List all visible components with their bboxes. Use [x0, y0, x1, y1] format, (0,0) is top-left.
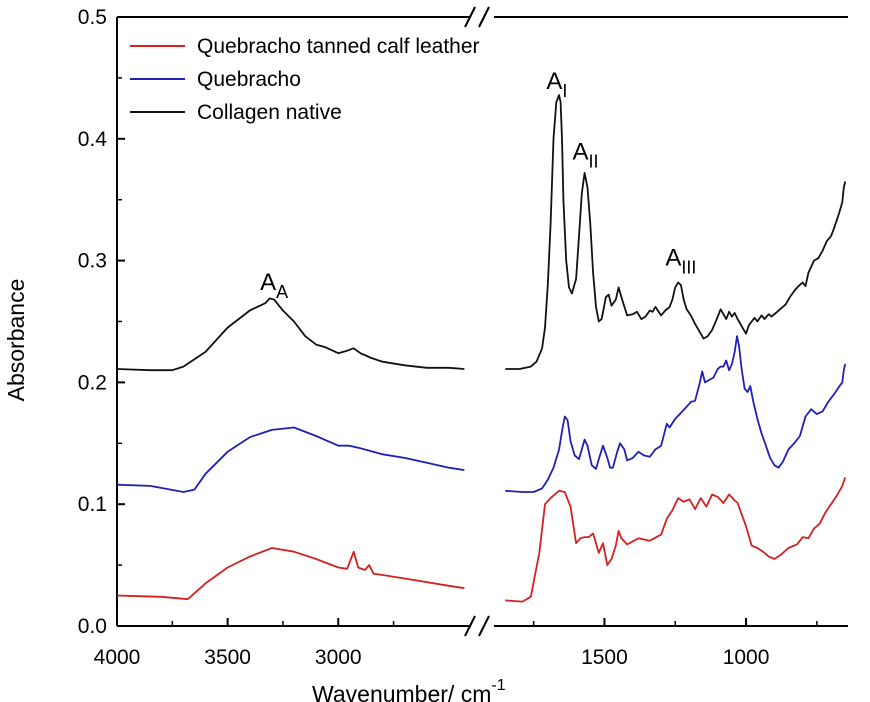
x-axis-title: Wavenumber/ cm-1 — [312, 677, 506, 702]
peak-label: AII — [572, 139, 598, 172]
peak-label: AIII — [665, 244, 696, 277]
x-tick-label: 3000 — [315, 646, 362, 669]
axis-break-mark — [478, 6, 490, 28]
legend: Quebracho tanned calf leather Quebracho Co… — [130, 35, 480, 124]
axis-ticks — [116, 16, 818, 627]
spectra-lines — [116, 94, 847, 603]
x-tick-label: 1500 — [581, 646, 628, 669]
peak-label: AA — [260, 269, 288, 302]
legend-label: Quebracho — [197, 68, 301, 91]
series-line-right — [505, 335, 847, 493]
peak-label: AI — [546, 68, 567, 101]
y-tick-label: 0.4 — [78, 128, 108, 151]
series-line-left — [116, 297, 465, 372]
series-line-right — [505, 94, 847, 370]
axis-break-mark — [464, 615, 476, 637]
x-axis-title-text: Wavenumber/ cm — [312, 681, 491, 702]
legend-label: Quebracho tanned calf leather — [197, 35, 480, 58]
y-tick-label: 0.3 — [78, 250, 107, 273]
x-axis-title-superscript: -1 — [491, 677, 505, 694]
x-tick-label: 1000 — [723, 646, 770, 669]
y-axis-title: Absorbance — [3, 279, 29, 402]
tick-labels: 0.0 0.1 0.2 0.3 0.4 0.5 4000 3500 3000 1500 1000 — [78, 6, 770, 669]
y-tick-label: 0.1 — [78, 493, 107, 516]
peak-labels: AA AI AII AIII — [260, 68, 696, 302]
x-tick-label: 4000 — [94, 646, 141, 669]
series-line-right — [505, 477, 847, 603]
series-line-left — [116, 426, 465, 493]
legend-label: Collagen native — [197, 101, 342, 124]
axis-break-mark — [464, 6, 476, 28]
y-tick-label: 0.5 — [78, 6, 107, 29]
x-tick-label: 3500 — [204, 646, 251, 669]
series-line-left — [116, 547, 465, 601]
y-tick-label: 0.2 — [78, 371, 107, 394]
axis-break-mark — [478, 615, 490, 637]
y-tick-label: 0.0 — [78, 615, 107, 638]
axis-break-marks — [464, 6, 490, 637]
